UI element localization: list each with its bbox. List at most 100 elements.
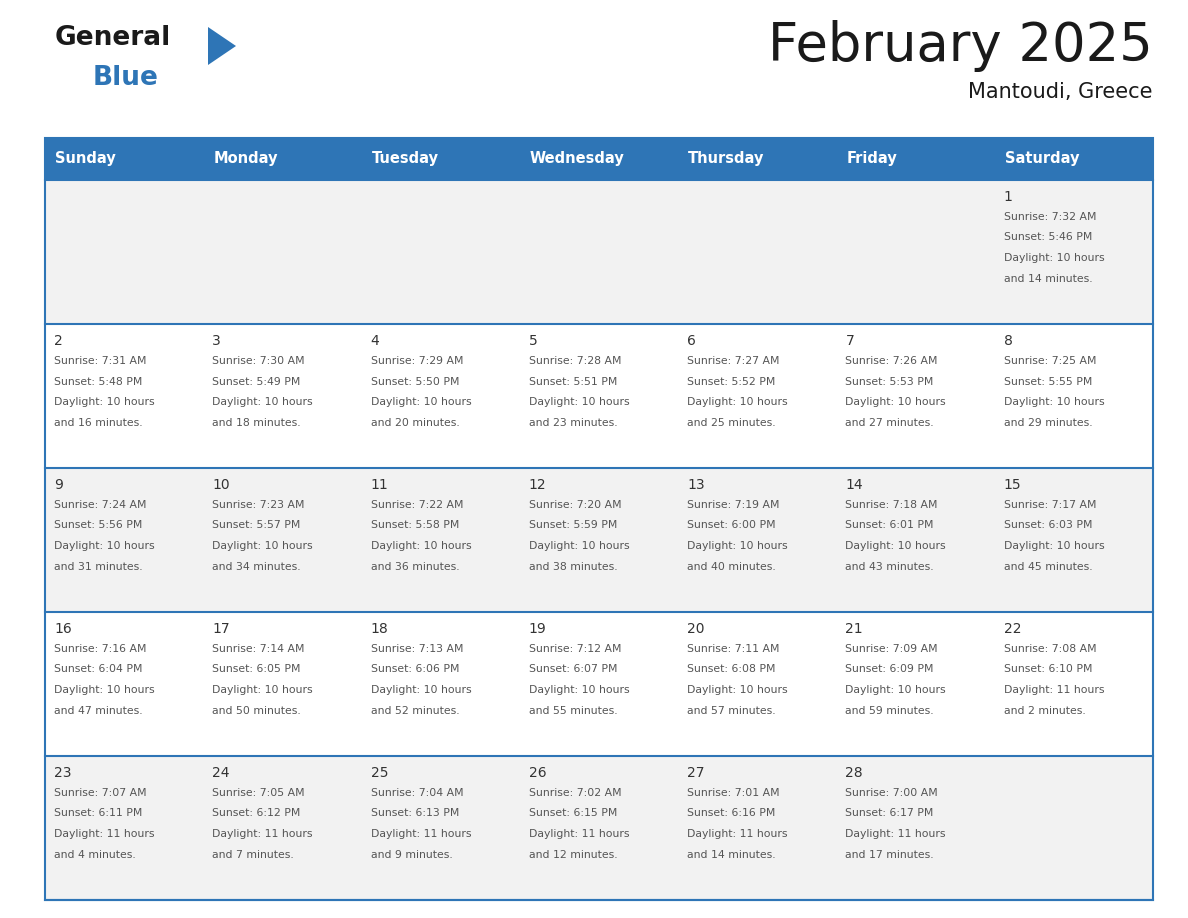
Text: Sunset: 6:04 PM: Sunset: 6:04 PM [53,665,143,675]
Text: Daylight: 10 hours: Daylight: 10 hours [529,541,630,551]
Text: Wednesday: Wednesday [530,151,625,166]
Text: 13: 13 [687,478,704,492]
Text: Sunset: 5:57 PM: Sunset: 5:57 PM [213,521,301,531]
Text: and 17 minutes.: and 17 minutes. [846,849,934,859]
Text: Sunset: 6:16 PM: Sunset: 6:16 PM [687,809,776,819]
Text: 6: 6 [687,334,696,348]
Text: Sunset: 5:51 PM: Sunset: 5:51 PM [529,376,618,386]
Text: and 16 minutes.: and 16 minutes. [53,418,143,428]
Text: 2: 2 [53,334,63,348]
Text: Sunrise: 7:28 AM: Sunrise: 7:28 AM [529,356,621,366]
Text: Daylight: 11 hours: Daylight: 11 hours [1004,685,1104,695]
Text: 8: 8 [1004,334,1012,348]
Text: Daylight: 10 hours: Daylight: 10 hours [1004,541,1105,551]
Text: 5: 5 [529,334,538,348]
Text: Mantoudi, Greece: Mantoudi, Greece [968,82,1154,102]
Text: Friday: Friday [846,151,897,166]
Text: Sunrise: 7:07 AM: Sunrise: 7:07 AM [53,788,146,798]
Text: Sunrise: 7:25 AM: Sunrise: 7:25 AM [1004,356,1097,366]
Text: Sunrise: 7:17 AM: Sunrise: 7:17 AM [1004,500,1097,510]
Text: Sunrise: 7:32 AM: Sunrise: 7:32 AM [1004,212,1097,222]
Text: 7: 7 [846,334,854,348]
Text: Monday: Monday [214,151,278,166]
Text: 4: 4 [371,334,379,348]
Text: and 20 minutes.: and 20 minutes. [371,418,460,428]
Text: Sunrise: 7:18 AM: Sunrise: 7:18 AM [846,500,939,510]
Text: Daylight: 11 hours: Daylight: 11 hours [53,829,154,839]
Text: and 34 minutes.: and 34 minutes. [213,562,301,572]
Text: Sunset: 5:50 PM: Sunset: 5:50 PM [371,376,459,386]
Text: Sunset: 6:09 PM: Sunset: 6:09 PM [846,665,934,675]
Text: Tuesday: Tuesday [372,151,438,166]
Text: and 9 minutes.: and 9 minutes. [371,849,453,859]
Text: Daylight: 11 hours: Daylight: 11 hours [529,829,630,839]
Text: Sunrise: 7:31 AM: Sunrise: 7:31 AM [53,356,146,366]
Text: and 55 minutes.: and 55 minutes. [529,706,618,715]
Text: 21: 21 [846,622,862,636]
Text: Daylight: 10 hours: Daylight: 10 hours [1004,253,1105,263]
Text: Sunrise: 7:00 AM: Sunrise: 7:00 AM [846,788,939,798]
Text: Sunrise: 7:11 AM: Sunrise: 7:11 AM [687,644,779,654]
Bar [45,138,1154,180]
Text: Sunrise: 7:08 AM: Sunrise: 7:08 AM [1004,644,1097,654]
Text: Sunset: 6:06 PM: Sunset: 6:06 PM [371,665,459,675]
Text: Sunrise: 7:09 AM: Sunrise: 7:09 AM [846,644,939,654]
Text: Daylight: 10 hours: Daylight: 10 hours [687,397,788,407]
Text: Daylight: 11 hours: Daylight: 11 hours [371,829,472,839]
Text: and 38 minutes.: and 38 minutes. [529,562,618,572]
Text: Daylight: 11 hours: Daylight: 11 hours [846,829,946,839]
Text: Daylight: 11 hours: Daylight: 11 hours [687,829,788,839]
Text: 20: 20 [687,622,704,636]
Text: Sunset: 5:48 PM: Sunset: 5:48 PM [53,376,143,386]
Text: 28: 28 [846,766,862,780]
Text: Sunset: 6:10 PM: Sunset: 6:10 PM [1004,665,1092,675]
Text: 25: 25 [371,766,388,780]
Text: Sunset: 5:53 PM: Sunset: 5:53 PM [846,376,934,386]
Text: Sunset: 5:46 PM: Sunset: 5:46 PM [1004,232,1092,242]
Text: Sunset: 5:55 PM: Sunset: 5:55 PM [1004,376,1092,386]
Text: and 40 minutes.: and 40 minutes. [687,562,776,572]
Text: Sunrise: 7:02 AM: Sunrise: 7:02 AM [529,788,621,798]
Text: and 14 minutes.: and 14 minutes. [687,849,776,859]
Text: Daylight: 10 hours: Daylight: 10 hours [687,685,788,695]
Text: Blue: Blue [93,65,159,91]
Bar [45,468,1154,612]
Text: Sunrise: 7:19 AM: Sunrise: 7:19 AM [687,500,779,510]
Bar [45,180,1154,324]
Text: Daylight: 10 hours: Daylight: 10 hours [213,541,312,551]
Text: Daylight: 10 hours: Daylight: 10 hours [371,397,472,407]
Text: and 52 minutes.: and 52 minutes. [371,706,460,715]
Text: Sunrise: 7:12 AM: Sunrise: 7:12 AM [529,644,621,654]
Text: Daylight: 10 hours: Daylight: 10 hours [53,397,154,407]
Text: Sunset: 6:07 PM: Sunset: 6:07 PM [529,665,618,675]
Text: and 2 minutes.: and 2 minutes. [1004,706,1086,715]
Text: Sunrise: 7:20 AM: Sunrise: 7:20 AM [529,500,621,510]
Text: Sunset: 5:58 PM: Sunset: 5:58 PM [371,521,459,531]
Text: 16: 16 [53,622,71,636]
Text: 27: 27 [687,766,704,780]
Polygon shape [208,27,236,65]
Text: 17: 17 [213,622,230,636]
Text: Sunset: 6:11 PM: Sunset: 6:11 PM [53,809,143,819]
Text: Sunrise: 7:14 AM: Sunrise: 7:14 AM [213,644,305,654]
Text: Daylight: 10 hours: Daylight: 10 hours [1004,397,1105,407]
Text: and 43 minutes.: and 43 minutes. [846,562,934,572]
Text: Sunset: 6:12 PM: Sunset: 6:12 PM [213,809,301,819]
Text: Daylight: 10 hours: Daylight: 10 hours [846,685,946,695]
Text: Sunrise: 7:01 AM: Sunrise: 7:01 AM [687,788,779,798]
Text: Sunrise: 7:05 AM: Sunrise: 7:05 AM [213,788,305,798]
Text: Sunset: 6:08 PM: Sunset: 6:08 PM [687,665,776,675]
Text: Sunrise: 7:04 AM: Sunrise: 7:04 AM [371,788,463,798]
Text: February 2025: February 2025 [769,20,1154,72]
Text: 9: 9 [53,478,63,492]
Text: Daylight: 10 hours: Daylight: 10 hours [846,541,946,551]
Text: 23: 23 [53,766,71,780]
Text: 15: 15 [1004,478,1022,492]
Text: 11: 11 [371,478,388,492]
Text: 19: 19 [529,622,546,636]
Text: Sunset: 5:52 PM: Sunset: 5:52 PM [687,376,776,386]
Text: Thursday: Thursday [688,151,765,166]
Text: Daylight: 10 hours: Daylight: 10 hours [371,685,472,695]
Text: Sunset: 6:15 PM: Sunset: 6:15 PM [529,809,618,819]
Text: General: General [55,25,171,51]
